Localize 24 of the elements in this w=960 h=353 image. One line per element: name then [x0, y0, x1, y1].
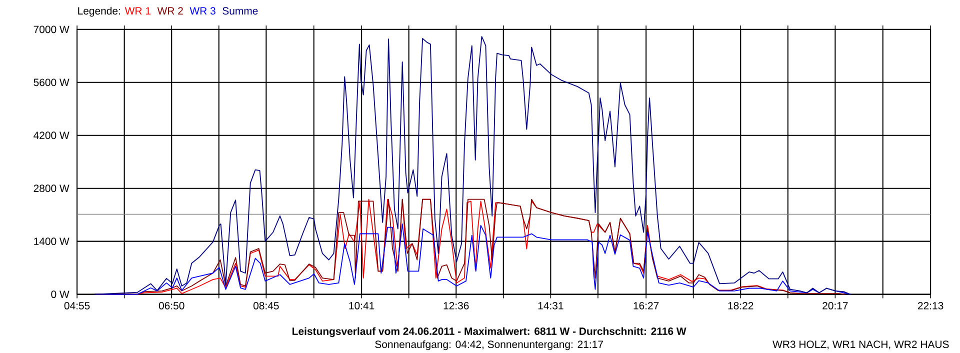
text: Sonnenaufgang: 04:42, Sonnenuntergang: 21:17 — [375, 340, 603, 350]
y-tick-label: 1400 W — [34, 238, 70, 245]
text: WR 1 — [124, 7, 150, 14]
y-tick-label: 4200 W — [34, 132, 70, 140]
y-tick-label: 5600 W — [34, 78, 70, 86]
x-tick-label: 10:41 — [349, 302, 374, 310]
x-tick-label: 04:55 — [64, 302, 90, 310]
y-tick-label: 7000 W — [34, 26, 70, 34]
x-tick-label: 22:13 — [918, 302, 944, 310]
text: WR 3 — [190, 7, 216, 14]
x-tick-label: 06:50 — [158, 302, 184, 310]
x-tick-label: 08:45 — [253, 302, 279, 310]
y-tick-label: 0 W — [51, 290, 70, 298]
x-tick-label: 20:17 — [822, 302, 848, 310]
y-tick-label: 2800 W — [34, 184, 70, 192]
text: WR 2 — [157, 7, 183, 14]
x-tick-label: 14:31 — [538, 302, 564, 310]
x-tick-label: 12:36 — [444, 302, 469, 310]
x-tick-label: 16:27 — [634, 302, 659, 310]
x-tick-label: 18:22 — [728, 302, 754, 310]
text: Leistungsverlauf vom 24.06.2011 - Maximalwert: 6811 W - Durchschnitt: 2116 W — [292, 327, 686, 337]
text: WR3 HOLZ, WR1 NACH, WR2 HAUS — [772, 340, 949, 350]
text: Summe — [222, 7, 258, 14]
legend-title: Legende: — [78, 6, 120, 17]
